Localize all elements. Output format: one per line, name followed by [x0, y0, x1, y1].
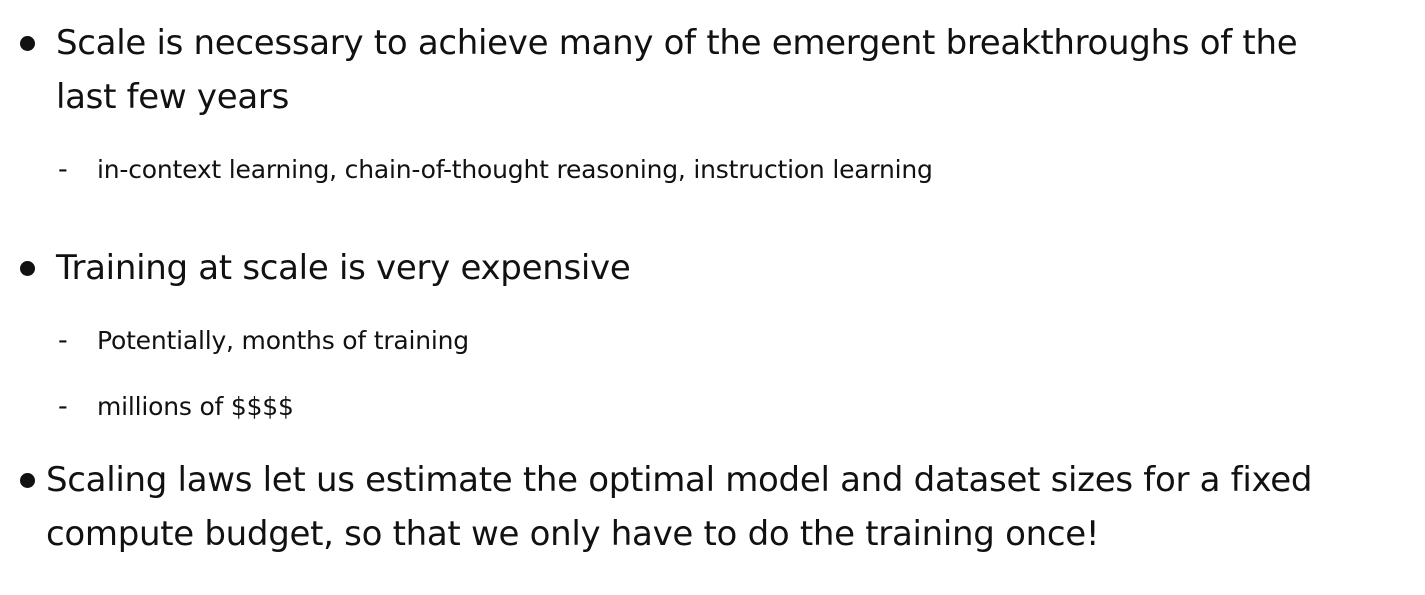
bullet-dot-icon: [20, 261, 35, 276]
bullet-dot-icon: [20, 473, 35, 488]
bullet-1-line-2: last few years: [56, 77, 290, 117]
bullet-3-line-2: compute budget, so that we only have to …: [46, 514, 1100, 554]
bullet-2-line-1: Training at scale is very expensive: [56, 248, 631, 288]
bullet-1-line-1: Scale is necessary to achieve many of th…: [56, 23, 1298, 63]
bullet-2-subitem-2: millions of $$$$: [97, 392, 294, 421]
bullet-2-subitem-1: Potentially, months of training: [97, 326, 469, 355]
dash-icon: -: [58, 391, 68, 422]
bullet-1-subitem-1: in-context learning, chain-of-thought re…: [97, 155, 933, 184]
dash-icon: -: [58, 325, 68, 356]
bullet-dot-icon: [20, 36, 35, 51]
dash-icon: -: [58, 154, 68, 185]
bullet-3-line-1: Scaling laws let us estimate the optimal…: [46, 460, 1313, 500]
